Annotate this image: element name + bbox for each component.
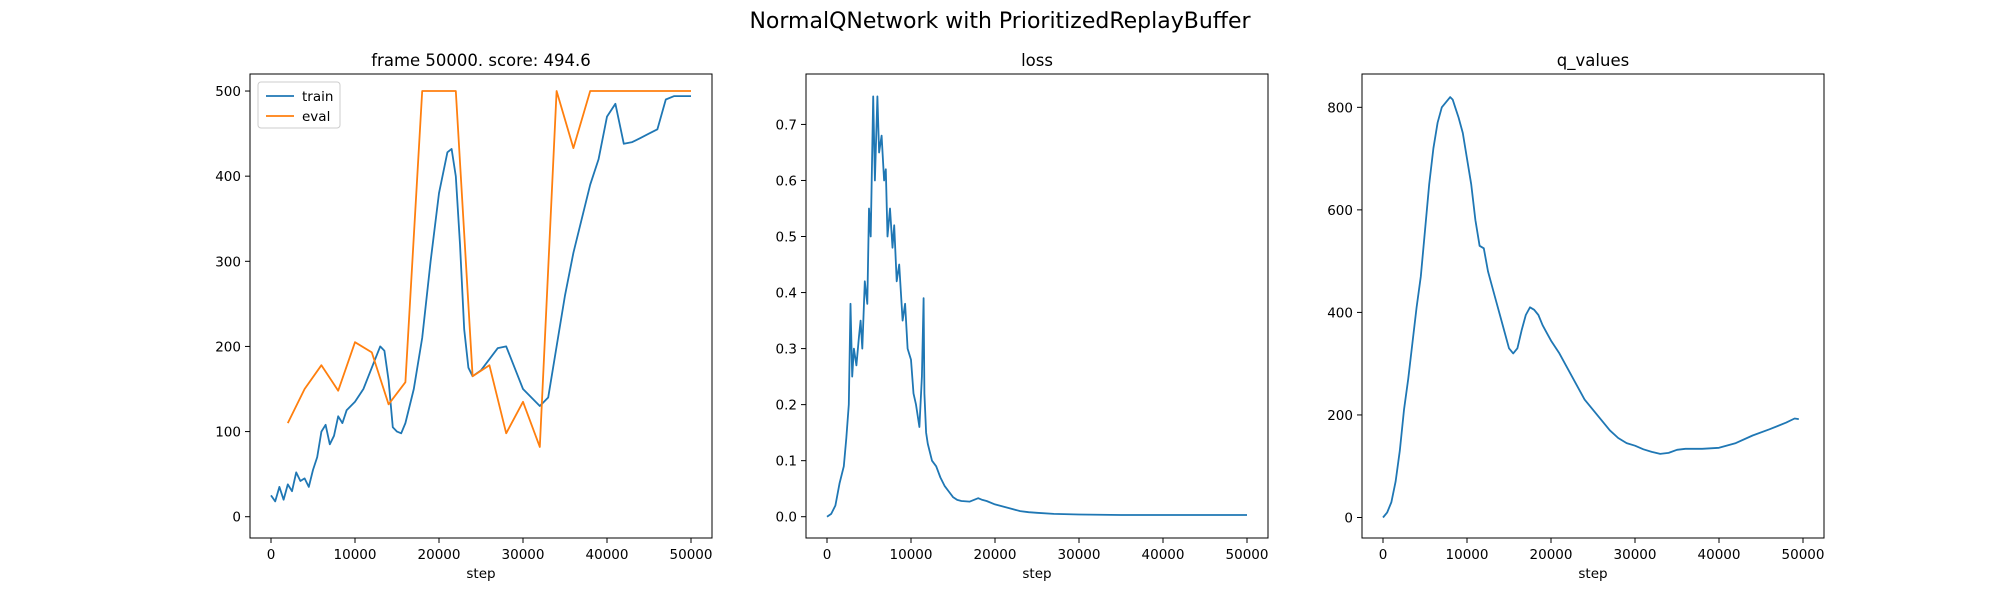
y-tick-label: 200	[1327, 408, 1353, 424]
y-tick-label: 0.5	[776, 230, 797, 246]
x-tick-label: 0	[1379, 547, 1388, 563]
x-tick-label: 50000	[1226, 547, 1269, 563]
y-tick-label: 200	[215, 339, 241, 355]
y-tick-label: 100	[215, 425, 241, 441]
x-tick-label: 0	[823, 547, 832, 563]
y-tick-label: 300	[215, 254, 241, 270]
y-tick-label: 600	[1327, 203, 1353, 219]
subplot-title: q_values	[1557, 51, 1629, 71]
x-tick-label: 20000	[418, 547, 461, 563]
subplot-3: q_values 0 10000 20000 30000 40000 50000 0 200 40…	[1327, 51, 1825, 582]
subplot-2: loss 0 10000 20000 30000 40000 50000 0.0 0.1 0.2 0…	[776, 51, 1269, 582]
legend: train eval	[257, 81, 341, 129]
x-axis-label: step	[1022, 566, 1051, 582]
y-tick-label: 0.7	[776, 117, 797, 133]
legend-label-train: train	[302, 89, 333, 105]
subplot-1: frame 50000. score: 494.60 10000 20000 3000…	[215, 51, 713, 582]
y-tick-label: 0	[232, 510, 241, 526]
axes-frame	[1361, 73, 1825, 539]
y-tick-label: 500	[215, 84, 241, 100]
series-line-series-1	[1382, 96, 1799, 519]
x-tick-label: 30000	[502, 547, 545, 563]
series-line-eval	[286, 90, 691, 448]
y-tick-label: 0.3	[776, 342, 797, 358]
y-tick-label: 400	[1327, 305, 1353, 321]
y-tick-label: 0.2	[776, 398, 797, 414]
y-tick-label: 0	[1344, 510, 1353, 526]
y-tick-label: 0.4	[776, 286, 797, 302]
x-axis-label: step	[466, 566, 495, 582]
subplots: frame 50000. score: 494.60 10000 20000 3000…	[215, 51, 1825, 582]
y-tick-label: 400	[215, 169, 241, 185]
x-tick-label: 40000	[586, 547, 629, 563]
x-tick-label: 50000	[670, 547, 713, 563]
x-tick-label: 0	[267, 547, 276, 563]
y-tick-label: 0.6	[776, 173, 797, 189]
figure-title: NormalQNetwork with PrioritizedReplayBuf…	[749, 9, 1251, 34]
x-tick-label: 10000	[890, 547, 933, 563]
x-tick-label: 40000	[1142, 547, 1185, 563]
legend-label-eval: eval	[302, 109, 330, 125]
plot-area	[270, 90, 691, 503]
x-tick-label: 10000	[1446, 547, 1489, 563]
plot-area	[826, 95, 1247, 518]
series-line-train	[270, 95, 691, 503]
x-tick-label: 20000	[1530, 547, 1573, 563]
subplot-title: loss	[1021, 51, 1053, 70]
plot-area	[1382, 96, 1799, 519]
subplot-title: frame 50000. score: 494.6	[371, 51, 591, 70]
series-line-series-1	[826, 95, 1247, 518]
x-tick-label: 40000	[1698, 547, 1741, 563]
y-tick-label: 0.0	[776, 510, 797, 526]
x-axis-label: step	[1578, 566, 1607, 582]
x-tick-label: 30000	[1614, 547, 1657, 563]
x-tick-label: 50000	[1782, 547, 1825, 563]
x-tick-label: 20000	[974, 547, 1017, 563]
axes-frame	[805, 73, 1269, 539]
x-tick-label: 10000	[334, 547, 377, 563]
x-tick-label: 30000	[1058, 547, 1101, 563]
y-tick-label: 0.1	[776, 454, 797, 470]
y-tick-label: 800	[1327, 100, 1353, 116]
axes-frame	[249, 73, 713, 539]
